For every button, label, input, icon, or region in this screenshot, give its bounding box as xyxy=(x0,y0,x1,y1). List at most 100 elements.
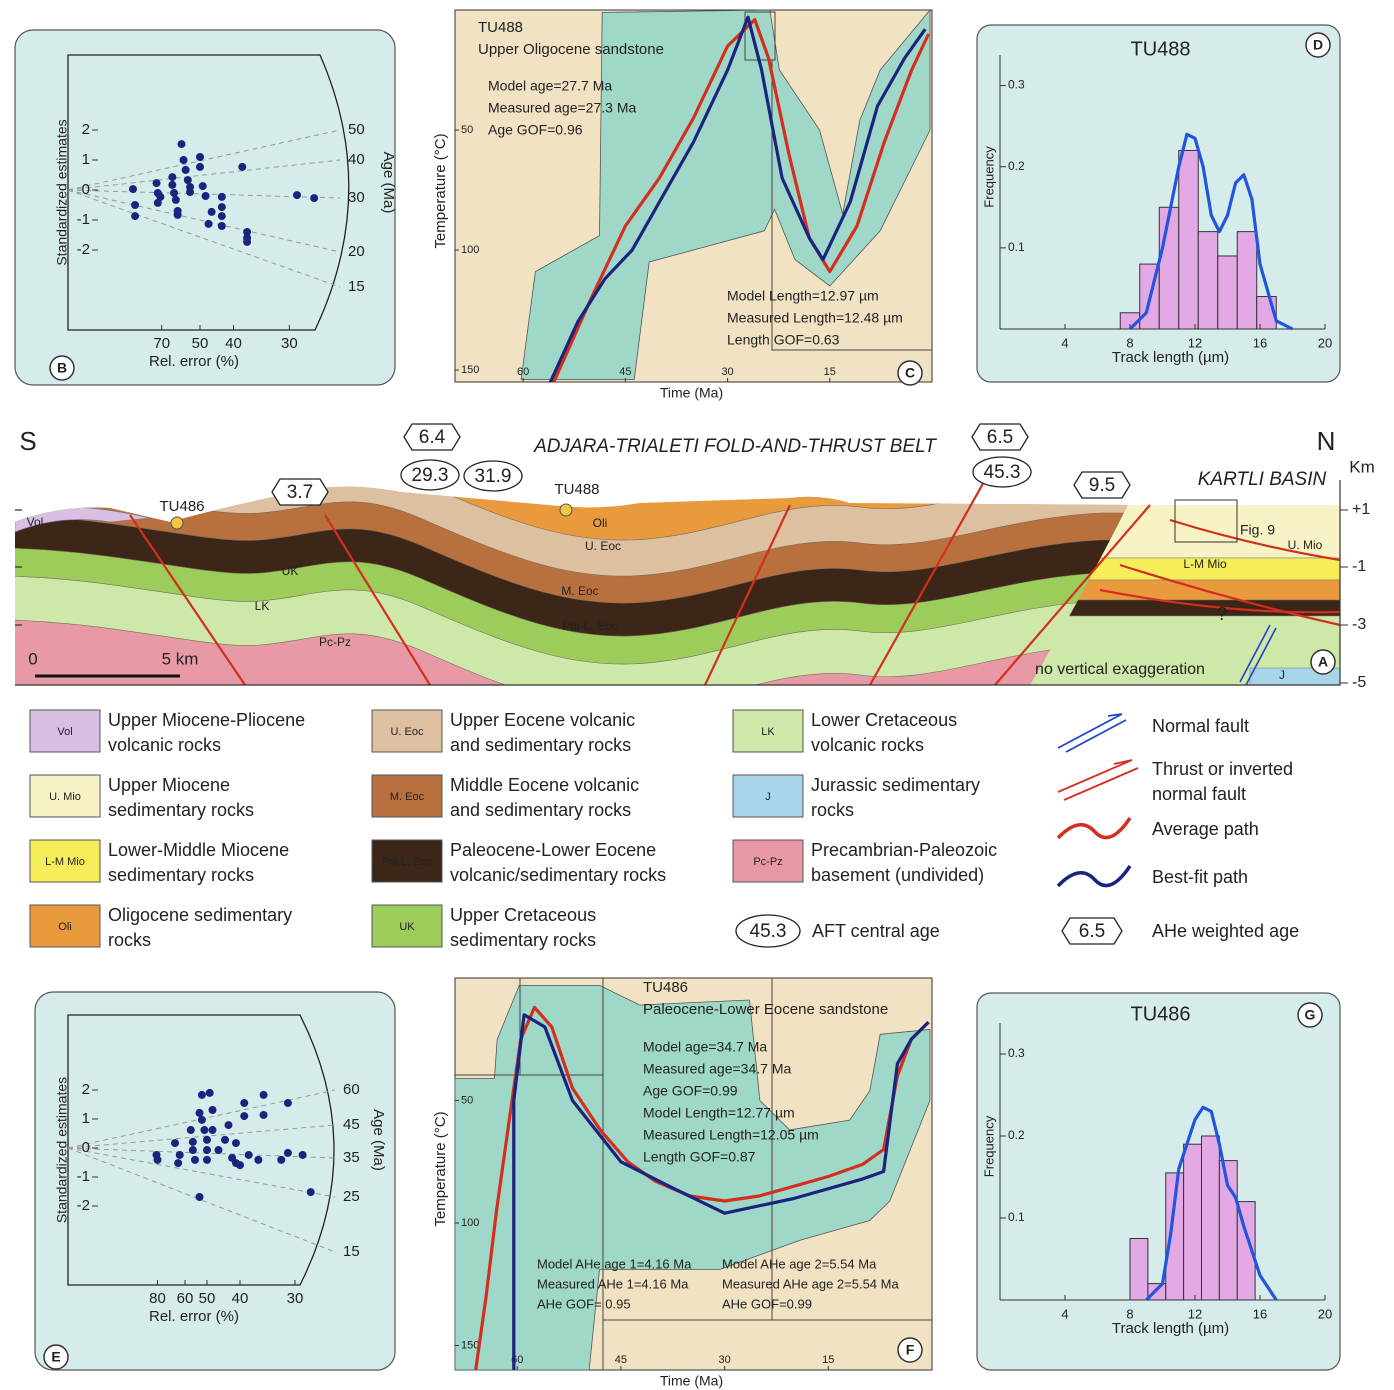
grain-point xyxy=(171,1139,179,1147)
legend-text: Average path xyxy=(1152,819,1259,839)
grain-point xyxy=(245,1151,253,1159)
y-axis-label: Standardized estimates xyxy=(54,1077,70,1223)
grain-point xyxy=(198,1116,206,1124)
ahe-note: Measured AHe age 2=5.54 Ma xyxy=(722,1276,899,1291)
y-axis-label: Standardized estimates xyxy=(54,119,70,265)
legend-text: rocks xyxy=(811,800,854,820)
depth-label: -1 xyxy=(1352,558,1366,575)
aft-age: 29.3 xyxy=(412,465,449,486)
grain-point xyxy=(260,1091,268,1099)
y-tick-label: 0.3 xyxy=(1008,1046,1025,1060)
legend-text: Upper Miocene-Pliocene xyxy=(108,710,305,730)
panel-letter: B xyxy=(57,360,67,376)
grain-point xyxy=(206,1089,214,1097)
grain-point xyxy=(203,1146,211,1154)
y-tick-label: -1 xyxy=(77,211,90,228)
grain-point xyxy=(174,211,182,219)
grain-point xyxy=(200,1126,208,1134)
x-tick-label: 30 xyxy=(718,1354,730,1366)
x-tick-label: 40 xyxy=(232,1290,249,1307)
grain-point xyxy=(180,156,188,164)
y-tick-label: 0.1 xyxy=(1008,1210,1025,1224)
grain-point xyxy=(131,212,139,220)
grain-point xyxy=(202,192,210,200)
panel-letter: G xyxy=(1305,1007,1316,1023)
age-tick-label: 60 xyxy=(343,1081,360,1098)
age-tick-label: 20 xyxy=(348,243,365,260)
aft-age: 31.9 xyxy=(475,466,512,487)
grain-point xyxy=(284,1099,292,1107)
x-tick-label: 30 xyxy=(287,1290,304,1307)
y-tick-label: 0.3 xyxy=(1008,78,1025,92)
x-tick-label: 80 xyxy=(149,1290,166,1307)
unit-label: LK xyxy=(255,599,270,613)
x-axis-label: Rel. error (%) xyxy=(149,353,239,370)
query-mark: ? xyxy=(1217,604,1227,624)
panel-letter: F xyxy=(906,1342,915,1358)
grain-point xyxy=(186,188,194,196)
x-axis-label: Track length (µm) xyxy=(1112,1320,1229,1337)
panel-letter: C xyxy=(905,365,915,381)
x-axis-label: Track length (µm) xyxy=(1112,349,1229,366)
legend-text: volcanic rocks xyxy=(108,735,221,755)
legend-text: volcanic/sedimentary rocks xyxy=(450,865,666,885)
age-tick-label: 40 xyxy=(348,151,365,168)
depth-unit: Km xyxy=(1349,457,1375,476)
symbol-thrust xyxy=(1058,760,1138,800)
unit-label: M. Eoc xyxy=(561,584,598,598)
grain-point xyxy=(236,1161,244,1169)
swatch-code: LK xyxy=(761,726,775,738)
x-tick-label: 70 xyxy=(153,335,170,352)
grain-point xyxy=(293,191,301,199)
grain-point xyxy=(178,140,186,148)
legend-text: rocks xyxy=(108,930,151,950)
legend-text: Lower Cretaceous xyxy=(811,710,957,730)
age-tick-label: 25 xyxy=(343,1188,360,1205)
unit-label: Oli xyxy=(593,516,608,530)
section-note: no vertical exaggeration xyxy=(1035,661,1205,678)
model-note: Model Length=12.97 µm xyxy=(727,288,879,304)
bar xyxy=(1237,232,1257,329)
y-tick-label: 2 xyxy=(82,1081,90,1098)
grain-point xyxy=(198,1091,206,1099)
bar xyxy=(1202,1136,1220,1300)
panel-letter: A xyxy=(1318,654,1328,670)
figure: 5040302015210-1-270504030Rel. error (%)S… xyxy=(0,0,1394,1390)
x-tick-label: 20 xyxy=(1318,335,1332,350)
legend-text: Paleocene-Lower Eocene xyxy=(450,840,656,860)
bar xyxy=(1184,1144,1202,1300)
age-tick-label: 15 xyxy=(348,278,365,295)
grain-point xyxy=(172,196,180,204)
sample-label: TU488 xyxy=(554,481,599,498)
depth-label: +1 xyxy=(1352,501,1370,518)
model-note: Model Length=12.77 µm xyxy=(643,1105,795,1121)
depth-label: -3 xyxy=(1352,616,1366,633)
ahe-note: Measured AHe 1=4.16 Ma xyxy=(537,1276,689,1291)
grain-point xyxy=(218,193,226,201)
y-tick-label: 1 xyxy=(82,151,90,168)
grain-point xyxy=(189,1146,197,1154)
x-tick-label: 60 xyxy=(517,366,529,378)
y-tick-label: 0.1 xyxy=(1008,240,1025,254)
x-axis-label: Rel. error (%) xyxy=(149,1308,239,1325)
model-note: Measured age=27.3 Ma xyxy=(488,100,636,116)
ahe-note: Model AHe age 2=5.54 Ma xyxy=(722,1256,877,1271)
y-tick-label: 150 xyxy=(461,364,479,376)
y-tick-label: 0 xyxy=(82,181,90,198)
ahe-age: 3.7 xyxy=(287,482,313,503)
section-end: S xyxy=(19,426,36,456)
y-tick-label: -2 xyxy=(77,241,90,258)
y-tick-label: -2 xyxy=(77,1197,90,1214)
grain-point xyxy=(196,1109,204,1117)
bar xyxy=(1179,150,1199,329)
grain-point xyxy=(218,203,226,211)
age-tick-label: 30 xyxy=(348,189,365,206)
legend-text: basement (undivided) xyxy=(811,865,984,885)
grain-point xyxy=(182,166,190,174)
figure-ref: Fig. 9 xyxy=(1240,522,1275,538)
symbol-normal-fault xyxy=(1058,714,1126,752)
x-tick-label: 16 xyxy=(1253,1306,1267,1321)
age-tick-label: 35 xyxy=(343,1149,360,1166)
x-tick-label: 30 xyxy=(721,366,733,378)
bar xyxy=(1198,232,1218,329)
